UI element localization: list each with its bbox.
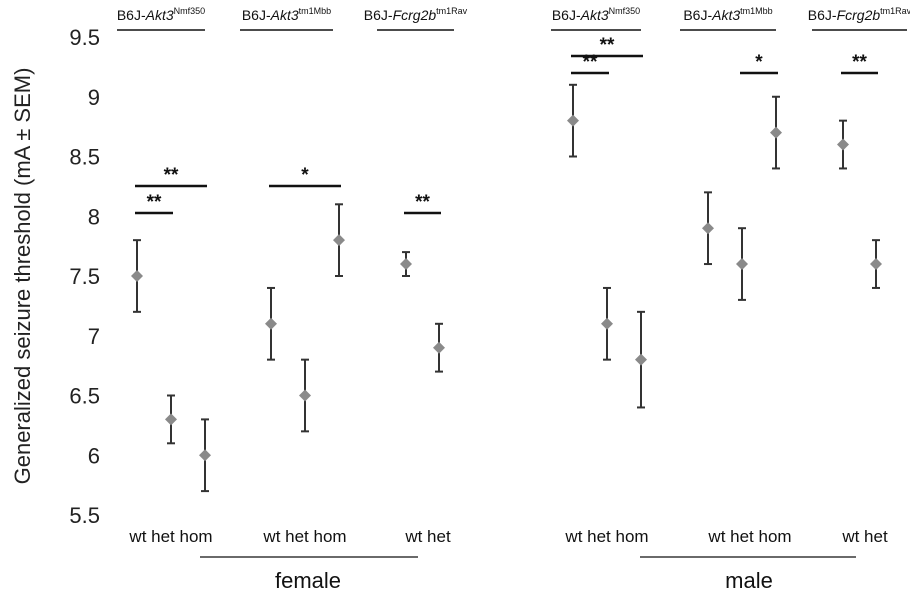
- data-point-wt: [702, 192, 714, 264]
- mean-marker: [870, 258, 882, 270]
- mean-marker: [837, 139, 849, 151]
- mean-marker: [400, 258, 412, 270]
- strain-label: B6J-Fcrg2btm1Rav: [808, 6, 910, 23]
- y-tick-label: 8.5: [69, 145, 100, 170]
- y-tick-label: 9: [88, 85, 100, 110]
- strain-allele: tm1Mbb: [740, 6, 773, 16]
- strain-gene: Akt3: [580, 7, 609, 23]
- strain-allele: tm1Rav: [880, 6, 910, 16]
- mean-marker: [635, 354, 647, 366]
- data-point-het: [433, 324, 445, 372]
- group-4: B6J-Akt3tm1Mbb * wt het hom: [680, 6, 792, 546]
- data-point-hom: [333, 204, 345, 276]
- strain-gene: Akt3: [711, 7, 740, 23]
- sex-group-male: male: [640, 557, 856, 593]
- genotype-labels: wt het: [404, 527, 451, 546]
- data-point-wt: [567, 85, 579, 157]
- y-tick-label: 6.5: [69, 384, 100, 409]
- genotype-labels: wt het hom: [128, 527, 212, 546]
- strain-prefix: B6J-: [117, 7, 146, 23]
- significance-label: **: [164, 165, 179, 186]
- genotype-labels: wt het hom: [564, 527, 648, 546]
- y-tick-label: 6: [88, 443, 100, 468]
- data-point-het: [736, 228, 748, 300]
- y-axis-label: Generalized seizure threshold (mA ± SEM): [10, 68, 35, 485]
- strain-allele: Nmf350: [174, 6, 206, 16]
- mean-marker: [567, 115, 579, 127]
- group-5: B6J-Fcrg2btm1Rav ** wt het: [808, 6, 910, 546]
- significance-label: **: [415, 192, 430, 213]
- y-tick-label: 7: [88, 324, 100, 349]
- sex-group-female: female: [200, 557, 418, 593]
- significance-label: **: [147, 192, 162, 213]
- strain-allele: Nmf350: [609, 6, 641, 16]
- genotype-labels: wt het hom: [707, 527, 791, 546]
- group-3: B6J-Akt3Nmf350****wt het hom: [551, 6, 649, 546]
- mean-marker: [736, 258, 748, 270]
- group-0: B6J-Akt3Nmf350 **** wt het hom: [117, 6, 213, 546]
- genotype-labels: wt het: [841, 527, 888, 546]
- mean-marker: [333, 234, 345, 246]
- strain-prefix: B6J-: [242, 7, 271, 23]
- data-point-het: [870, 240, 882, 288]
- strain-label: B6J-Akt3tm1Mbb: [242, 6, 331, 23]
- significance-label: *: [755, 52, 763, 73]
- sex-group-label: female: [275, 568, 341, 593]
- group-2: B6J-Fcrg2btm1Rav ** wt het: [364, 6, 468, 546]
- data-point-wt: [131, 240, 143, 312]
- y-tick-label: 5.5: [69, 503, 100, 528]
- y-tick-label: 8: [88, 204, 100, 229]
- strain-prefix: B6J-: [808, 7, 837, 23]
- mean-marker: [770, 127, 782, 139]
- strain-gene: Fcrg2b: [393, 7, 437, 23]
- genotype-labels: wt het hom: [262, 527, 346, 546]
- strain-gene: Fcrg2b: [837, 7, 881, 23]
- data-point-het: [299, 360, 311, 432]
- data-point-wt: [837, 121, 849, 169]
- mean-marker: [433, 342, 445, 354]
- mean-marker: [702, 222, 714, 234]
- significance-label: *: [301, 165, 309, 186]
- strain-prefix: B6J-: [552, 7, 581, 23]
- strain-allele: tm1Rav: [436, 6, 468, 16]
- significance-label: **: [852, 52, 867, 73]
- mean-marker: [265, 318, 277, 330]
- strain-allele: tm1Mbb: [299, 6, 332, 16]
- strain-label: B6J-Akt3Nmf350: [117, 6, 205, 23]
- data-point-hom: [635, 312, 647, 408]
- y-tick-label: 9.5: [69, 25, 100, 50]
- significance-label: **: [600, 35, 615, 56]
- data-point-hom: [199, 419, 211, 491]
- y-tick-label: 7.5: [69, 264, 100, 289]
- strain-prefix: B6J-: [683, 7, 712, 23]
- mean-marker: [131, 270, 143, 282]
- y-axis: 5.5 6 6.5 7 7.5 8 8.5 9 9.5: [69, 25, 100, 528]
- strain-label: B6J-Akt3tm1Mbb: [683, 6, 772, 23]
- group-1: B6J-Akt3tm1Mbb * wt het hom: [240, 6, 347, 546]
- strain-label: B6J-Fcrg2btm1Rav: [364, 6, 468, 23]
- strain-gene: Akt3: [145, 7, 174, 23]
- mean-marker: [601, 318, 613, 330]
- data-point-hom: [770, 97, 782, 169]
- data-point-het: [601, 288, 613, 360]
- sex-group-label: male: [725, 568, 773, 593]
- mean-marker: [199, 449, 211, 461]
- data-point-het: [165, 396, 177, 444]
- mean-marker: [165, 413, 177, 425]
- mean-marker: [299, 390, 311, 402]
- strain-prefix: B6J-: [364, 7, 393, 23]
- strain-gene: Akt3: [270, 7, 299, 23]
- data-point-wt: [265, 288, 277, 360]
- strain-label: B6J-Akt3Nmf350: [552, 6, 640, 23]
- data-point-wt: [400, 252, 412, 276]
